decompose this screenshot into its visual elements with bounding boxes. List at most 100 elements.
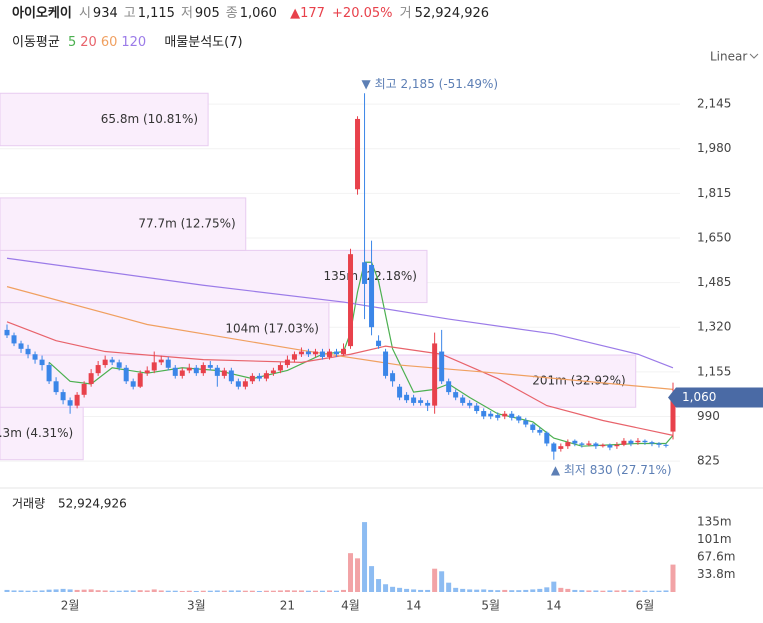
volume-bar [312,590,318,592]
candle-body [579,443,585,445]
profile-label: 104m (17.03%) [225,321,319,335]
candle-body [376,340,382,347]
fields: 시 934 고 1,115 저 905 종 1,060 [79,6,283,21]
candle-body [495,415,501,418]
candle-body [558,446,564,449]
change-arrow: ▲ [290,6,301,21]
volume-bar [130,590,136,592]
x-tick-label: 21 [280,599,295,613]
volume-bar [635,590,641,592]
volume-bar [432,568,438,592]
candle-body [537,429,543,433]
field-label: 저 [180,6,193,21]
candle-body [256,375,262,379]
ma-legend: 120 [121,35,147,50]
profile-bar [0,302,330,356]
volume-bar [151,589,157,592]
volume-bar [74,589,80,592]
volume-bar [326,590,332,592]
volume-bar [593,590,599,592]
candle-body [453,392,459,398]
volume-bar [558,587,564,592]
ma-legend: 60 [100,35,118,50]
volume-tick-label: 101m [697,532,732,546]
volume-bar [137,590,143,592]
volume-total: 52,924,926 [58,497,127,511]
candle-body [614,444,620,447]
field-value: 934 [92,6,118,21]
volume-bar [565,588,571,592]
field-label: 시 [78,6,91,21]
volume-bar [614,590,620,592]
volume-bar [663,590,669,592]
candle-body [488,413,494,417]
candle-body [123,367,129,382]
volume-bar [284,590,290,592]
volume-bar [249,590,255,592]
candle-body [341,348,347,355]
field-label: 종 [225,6,238,21]
volume-bar [165,590,171,592]
profile-bar [0,197,247,251]
volume-bar [319,590,325,592]
volume-bar [214,590,220,592]
candle-body [39,359,45,366]
volume-bar [579,590,585,592]
volume-bar [390,586,396,592]
candle-body [502,413,508,417]
volume-bar [277,590,283,592]
candle-body [207,365,213,368]
volume-bar [649,590,655,592]
volume-bar [544,587,550,592]
volume-label: 거 [399,6,412,21]
y-tick-label: 1,980 [697,141,731,155]
volume-bar [607,590,613,592]
candle-body [242,381,248,387]
y-tick-label: 2,145 [697,97,731,111]
volume-bar [46,589,52,592]
volume-bar [383,584,389,592]
price-tag [668,387,763,408]
indicator-bar[interactable]: 이동평균 5 20 60 120 매물분석도(7) [12,31,247,50]
candle-body [270,370,276,374]
candle-body [663,444,669,446]
volume: 52,924,926 [414,6,490,21]
candle-body [544,432,550,444]
volume-bar [425,589,431,592]
volume-bar [158,590,164,592]
candle-body [228,370,234,382]
volume-bar [102,590,108,592]
candle-body [383,351,389,376]
candle-body [60,392,66,401]
y-tick-label: 1,650 [697,230,731,244]
candle-body [312,351,318,355]
volume-bar [362,522,368,592]
x-tick-label: 14 [546,599,561,613]
price-tag-label: 1,060 [682,390,716,404]
y-tick-label: 1,815 [697,186,731,200]
candle-body [74,394,80,406]
profile-title[interactable]: 매물분석도(7) [164,35,243,50]
volume-bar [123,590,129,592]
volume-bar [670,564,676,592]
candle-body [249,375,255,382]
volume-bar [628,590,634,592]
candle-body [551,443,557,452]
scale-select[interactable]: Linear [710,50,747,64]
ma-legend: 5 [67,35,77,50]
candle-body [425,402,431,406]
volume-bar [537,588,543,592]
change: 177 [300,6,325,21]
volume-bar [172,590,178,592]
ma-title[interactable]: 이동평균 [12,35,60,50]
volume-bar [200,590,206,592]
volume-bar [446,582,452,592]
candle-body [284,359,290,366]
caret[interactable] [749,53,759,59]
ma-legend: 20 [80,35,97,50]
field-value: 1,060 [239,6,277,21]
volume-bar [95,590,101,592]
volume-bar [502,589,508,592]
field-value: 1,115 [137,6,175,21]
